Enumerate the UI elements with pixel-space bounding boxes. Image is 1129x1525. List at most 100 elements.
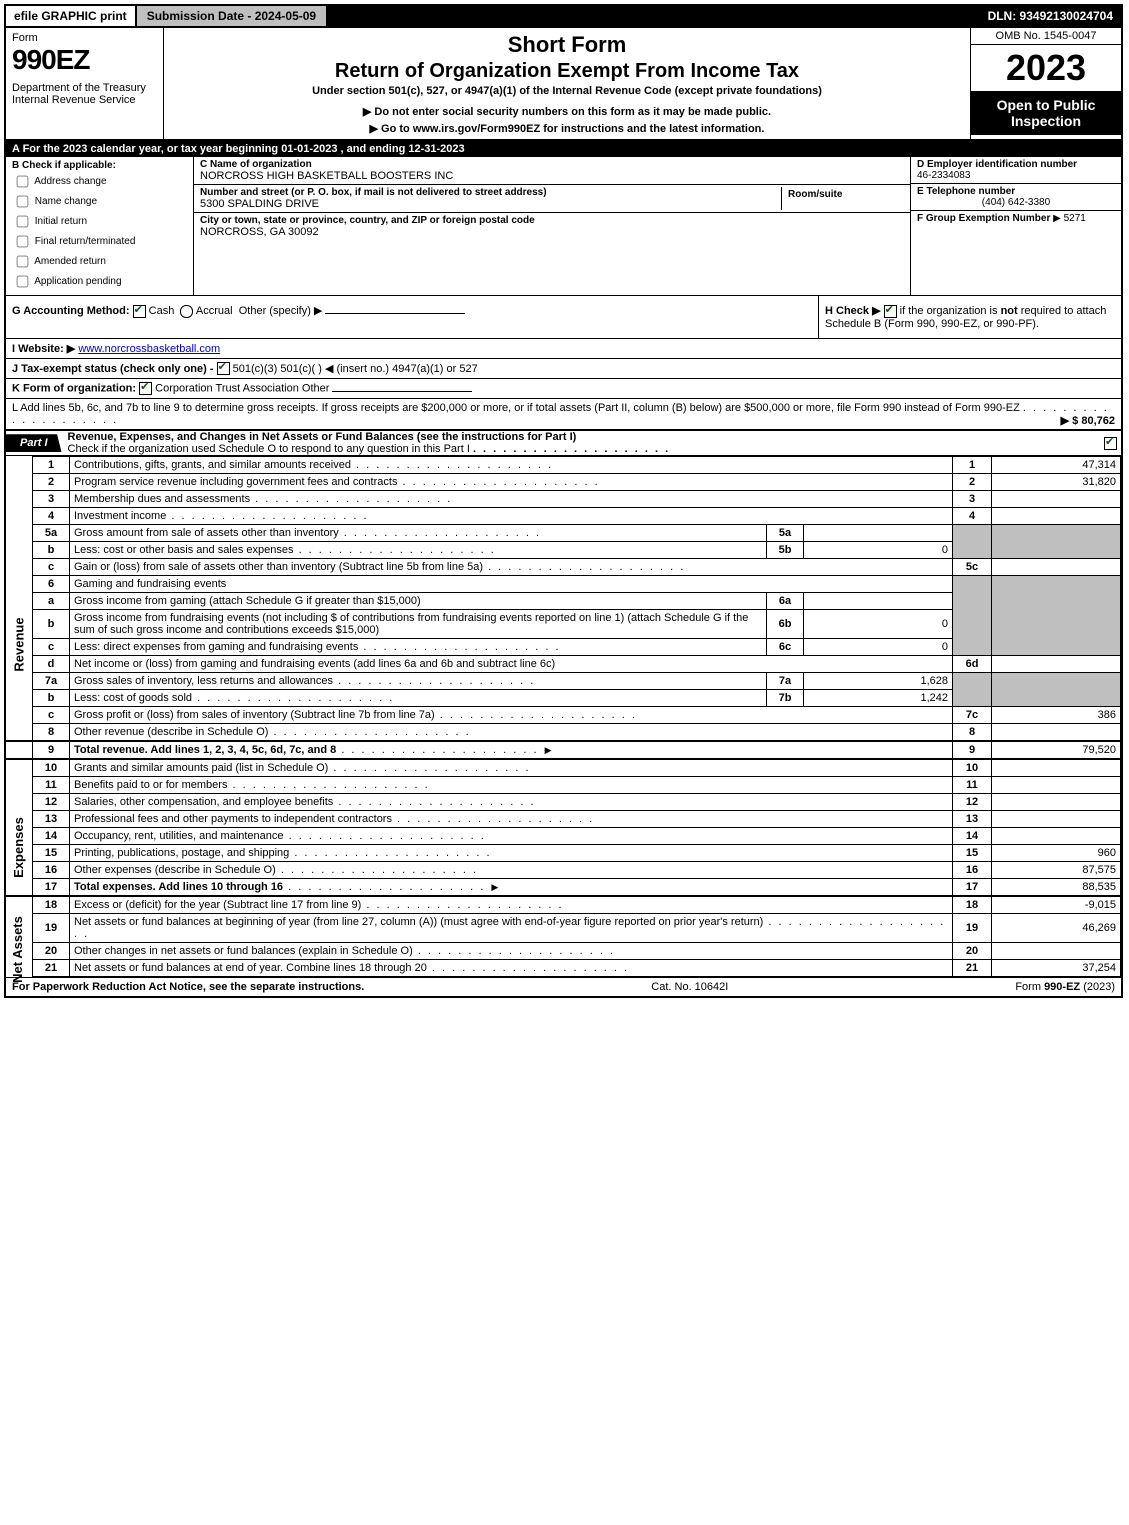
e-phone-label: E Telephone number xyxy=(917,186,1115,197)
chk-corporation[interactable] xyxy=(139,382,152,395)
c-city-value: NORCROSS, GA 30092 xyxy=(200,226,904,238)
desc-20: Other changes in net assets or fund bala… xyxy=(70,943,953,960)
l-text: L Add lines 5b, 6c, and 7b to line 9 to … xyxy=(12,402,1020,414)
box-5a-grey xyxy=(953,525,992,559)
val-5a-grey xyxy=(992,525,1121,559)
chk-accrual[interactable] xyxy=(180,305,193,318)
ln-18: 18 xyxy=(33,896,70,914)
footer-left: For Paperwork Reduction Act Notice, see … xyxy=(12,981,364,993)
ln-1: 1 xyxy=(33,457,70,474)
ln-19: 19 xyxy=(33,914,70,943)
header: Form 990EZ Department of the Treasury In… xyxy=(6,28,1121,141)
mini-5b: 5b xyxy=(767,542,804,559)
box-14: 14 xyxy=(953,828,992,845)
g-cash-label: Cash xyxy=(149,305,175,317)
desc-21: Net assets or fund balances at end of ye… xyxy=(70,960,953,977)
part1-title: Revenue, Expenses, and Changes in Net As… xyxy=(68,431,1104,455)
desc-5b: Less: cost or other basis and sales expe… xyxy=(70,542,767,559)
val-6d xyxy=(992,656,1121,673)
k-other-input[interactable] xyxy=(332,391,472,392)
header-center: Short Form Return of Organization Exempt… xyxy=(164,28,970,139)
line-i-website: I Website: ▶ www.norcrossbasketball.com xyxy=(6,339,1121,359)
desc-17: Total expenses. Add lines 10 through 16 xyxy=(70,879,953,897)
chk-final-return[interactable]: Final return/terminated xyxy=(12,232,187,251)
val-4 xyxy=(992,508,1121,525)
chk-cash[interactable] xyxy=(133,305,146,318)
chk-schedule-b[interactable] xyxy=(884,305,897,318)
val-1: 47,314 xyxy=(992,457,1121,474)
ln-21: 21 xyxy=(33,960,70,977)
ln-5b: b xyxy=(33,542,70,559)
val-15: 960 xyxy=(992,845,1121,862)
mval-6c: 0 xyxy=(804,639,953,656)
c-room-label: Room/suite xyxy=(788,189,898,200)
part1-lines-table: Revenue 1 Contributions, gifts, grants, … xyxy=(6,456,1121,977)
box-16: 16 xyxy=(953,862,992,879)
desc-7b: Less: cost of goods sold xyxy=(70,690,767,707)
d-ein-block: D Employer identification number 46-2334… xyxy=(911,157,1121,184)
chk-amended-return[interactable]: Amended return xyxy=(12,252,187,271)
box-21: 21 xyxy=(953,960,992,977)
box-13: 13 xyxy=(953,811,992,828)
desc-16: Other expenses (describe in Schedule O) xyxy=(70,862,953,879)
ln-17: 17 xyxy=(33,879,70,897)
mini-6a: 6a xyxy=(767,593,804,610)
chk-address-change[interactable]: Address change xyxy=(12,172,187,191)
part1-sub: Check if the organization used Schedule … xyxy=(68,443,470,455)
under-section: Under section 501(c), 527, or 4947(a)(1)… xyxy=(170,85,964,97)
chk-name-change[interactable]: Name change xyxy=(12,192,187,211)
short-form-title: Short Form xyxy=(170,32,964,58)
chk-address-change-label: Address change xyxy=(34,176,106,187)
g-accounting: G Accounting Method: Cash Accrual Other … xyxy=(6,296,818,338)
val-7a-grey xyxy=(992,673,1121,707)
tax-year: 2023 xyxy=(971,45,1121,91)
footer-mid: Cat. No. 10642I xyxy=(651,981,728,993)
topbar: efile GRAPHIC print Submission Date - 20… xyxy=(6,6,1121,28)
desc-6a: Gross income from gaming (attach Schedul… xyxy=(70,593,767,610)
i-website-link[interactable]: www.norcrossbasketball.com xyxy=(78,343,220,355)
mini-6c: 6c xyxy=(767,639,804,656)
desc-19: Net assets or fund balances at beginning… xyxy=(70,914,953,943)
box-6-grey xyxy=(953,576,992,656)
line-k-form-org: K Form of organization: Corporation Trus… xyxy=(6,379,1121,399)
box-4: 4 xyxy=(953,508,992,525)
chk-amended-return-label: Amended return xyxy=(34,256,106,267)
val-13 xyxy=(992,811,1121,828)
goto-link[interactable]: ▶ Go to www.irs.gov/Form990EZ for instru… xyxy=(170,122,964,135)
ln-14: 14 xyxy=(33,828,70,845)
val-5c xyxy=(992,559,1121,576)
netassets-sidelabel: Net Assets xyxy=(10,916,25,983)
form-990ez-page: efile GRAPHIC print Submission Date - 20… xyxy=(4,4,1123,998)
omb-number: OMB No. 1545-0047 xyxy=(971,28,1121,45)
chk-application-pending[interactable]: Application pending xyxy=(12,272,187,291)
c-name-value: NORCROSS HIGH BASKETBALL BOOSTERS INC xyxy=(200,170,904,182)
desc-5c: Gain or (loss) from sale of assets other… xyxy=(70,559,953,576)
chk-schedule-o-part1[interactable] xyxy=(1104,437,1117,450)
g-other-input[interactable] xyxy=(325,313,465,314)
efile-print-label[interactable]: efile GRAPHIC print xyxy=(6,6,137,26)
g-accrual-label: Accrual xyxy=(196,305,233,317)
box-10: 10 xyxy=(953,759,992,777)
c-street-block: Number and street (or P. O. box, if mail… xyxy=(194,185,910,213)
chk-501c3[interactable] xyxy=(217,362,230,375)
chk-initial-return[interactable]: Initial return xyxy=(12,212,187,231)
ln-8: 8 xyxy=(33,724,70,742)
d-ein-label: D Employer identification number xyxy=(917,159,1115,170)
col-b-check-applicable: B Check if applicable: Address change Na… xyxy=(6,157,194,295)
row-a-calendar-year: A For the 2023 calendar year, or tax yea… xyxy=(6,141,1121,157)
val-10 xyxy=(992,759,1121,777)
ln-9: 9 xyxy=(33,741,70,759)
desc-2: Program service revenue including govern… xyxy=(70,474,953,491)
submission-date: Submission Date - 2024-05-09 xyxy=(137,6,328,26)
box-19: 19 xyxy=(953,914,992,943)
desc-18: Excess or (deficit) for the year (Subtra… xyxy=(70,896,953,914)
revenue-sidelabel: Revenue xyxy=(12,617,27,671)
ln-6a: a xyxy=(33,593,70,610)
ln-3: 3 xyxy=(33,491,70,508)
desc-6: Gaming and fundraising events xyxy=(70,576,953,593)
ln-7c: c xyxy=(33,707,70,724)
part1-header: Part I Revenue, Expenses, and Changes in… xyxy=(6,431,1121,456)
k-opts: Corporation Trust Association Other xyxy=(155,383,329,395)
f-group-label: F Group Exemption Number xyxy=(917,213,1050,224)
ln-6b: b xyxy=(33,610,70,639)
